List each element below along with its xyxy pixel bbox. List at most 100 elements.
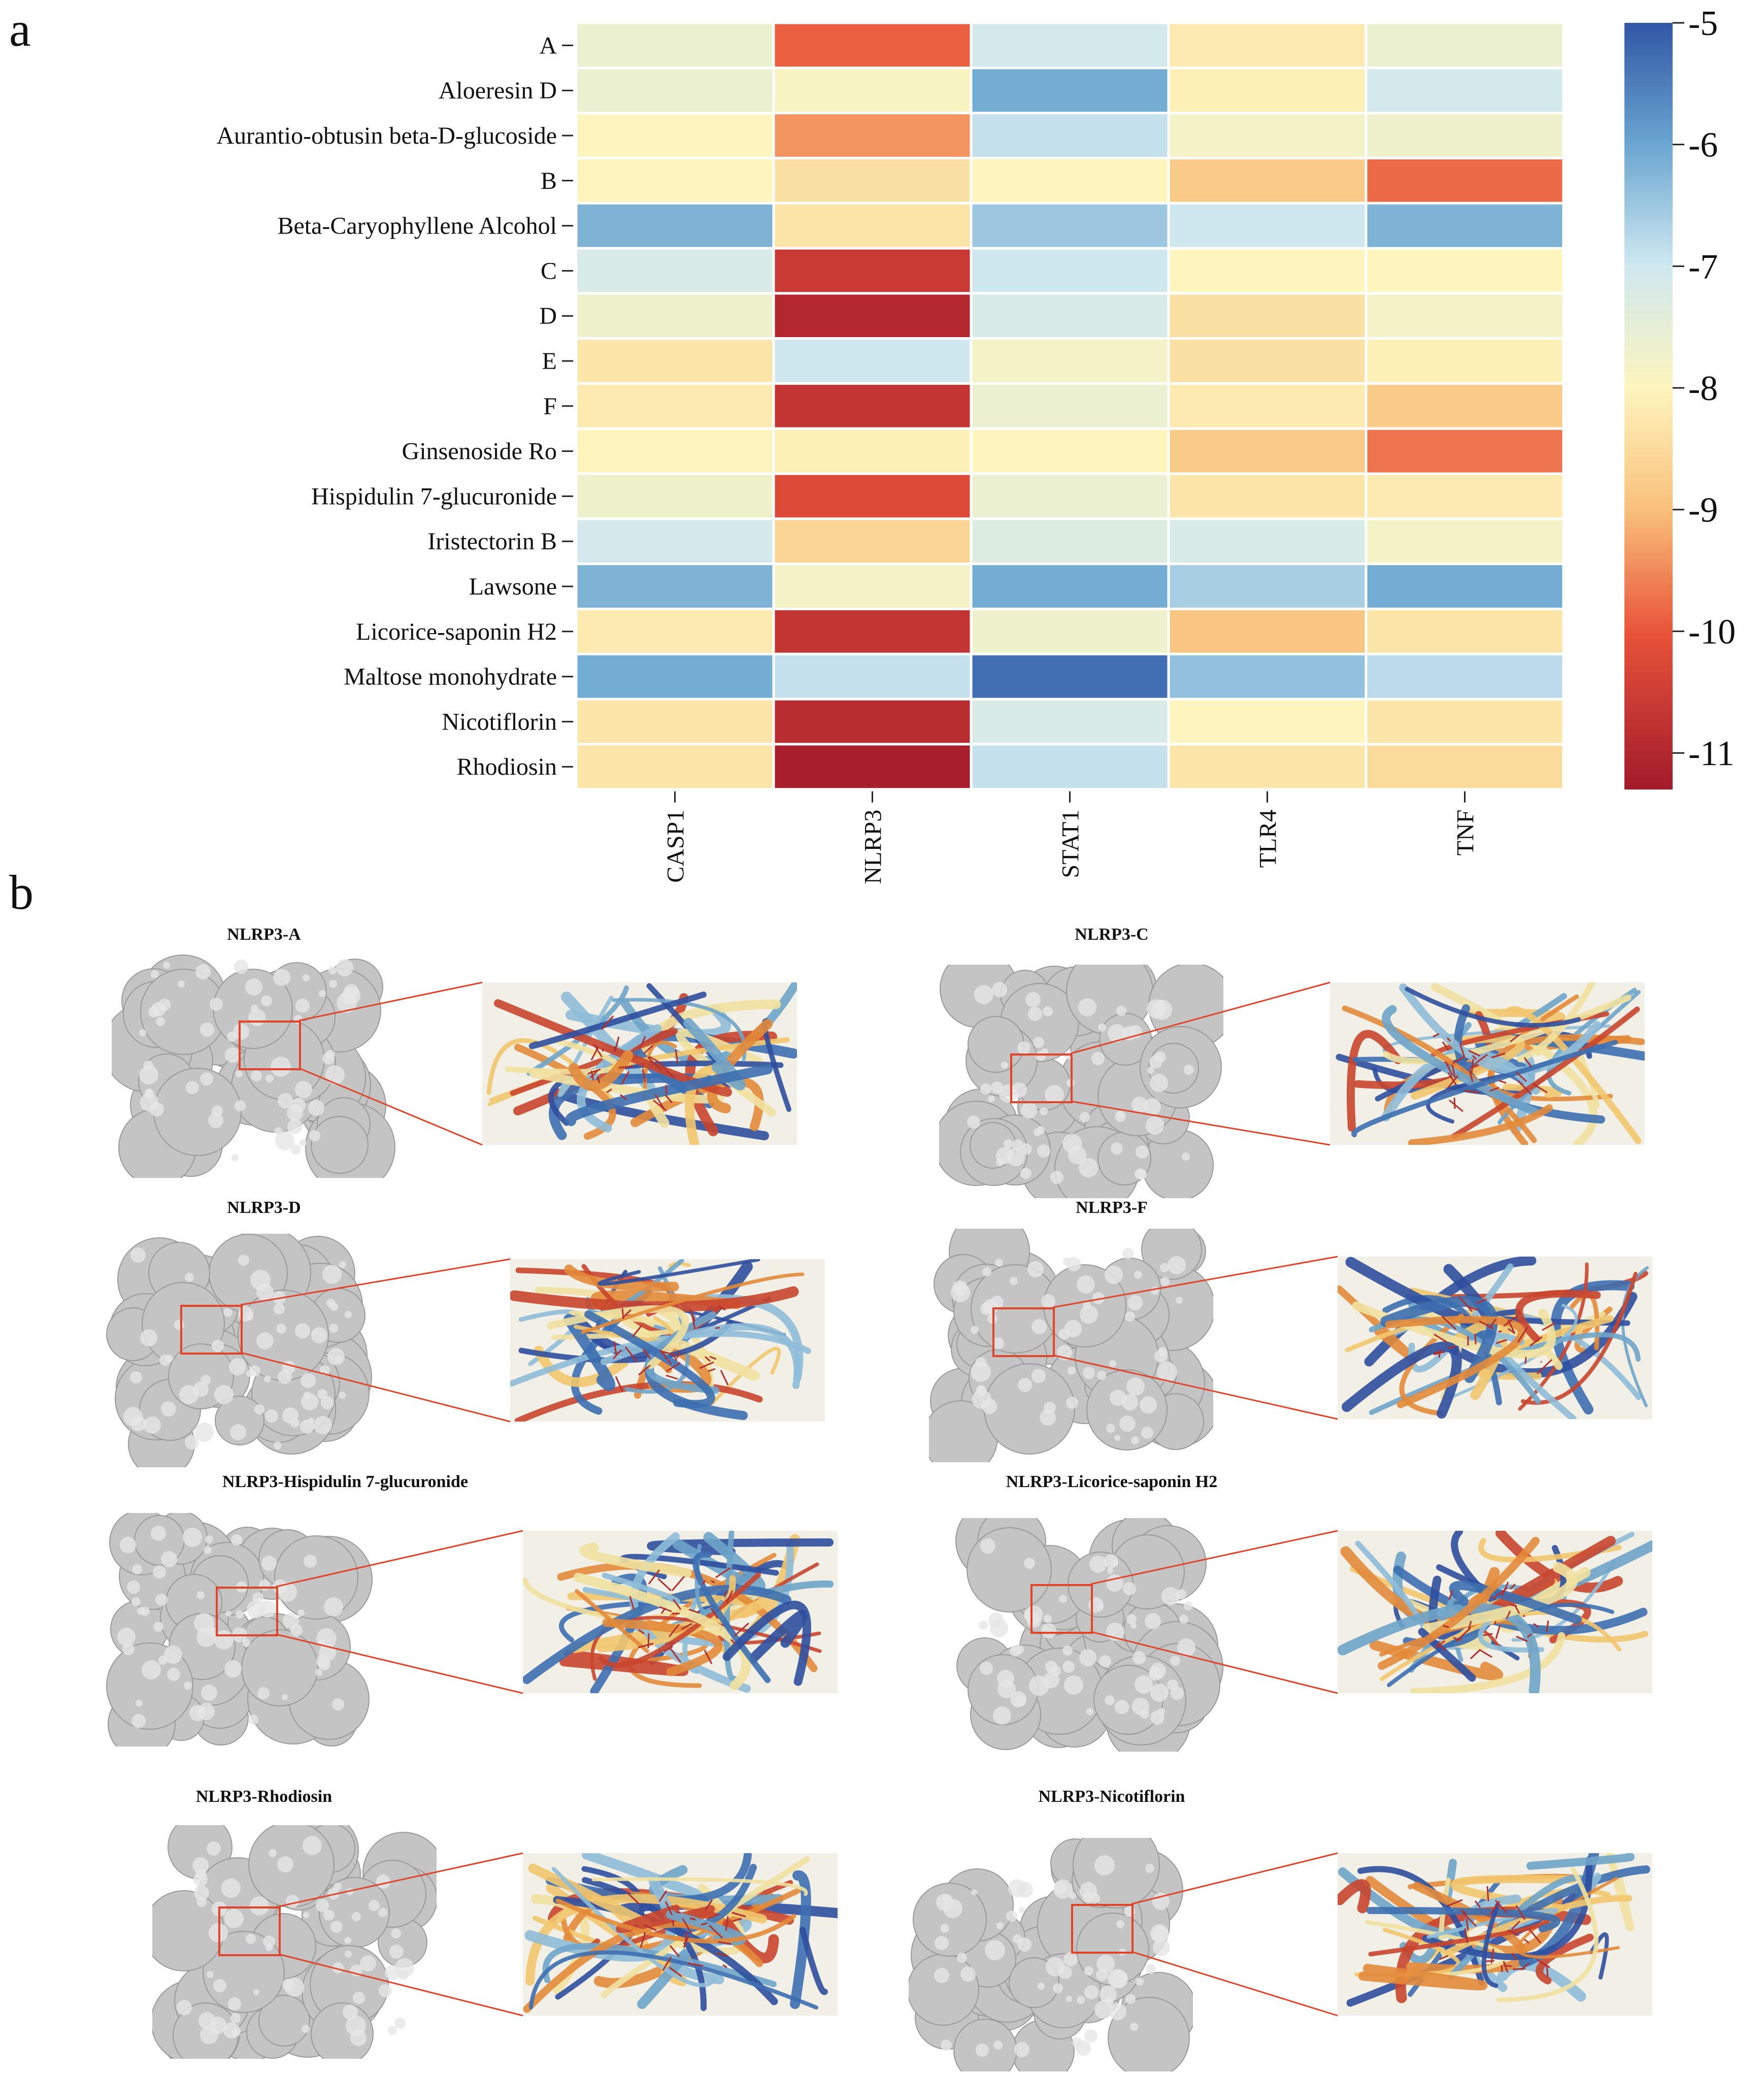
heatmap-cell [772,472,973,520]
heatmap-cell [1167,292,1368,340]
heatmap-cell [970,607,1170,655]
heatmap-cell [1364,652,1565,701]
heatmap-cell [970,247,1170,295]
row-label: D [539,303,557,330]
heatmap-cell [772,743,973,791]
heatmap-cell [970,427,1170,475]
docking-title: NLRP3-Licorice-saponin H2 [1006,1472,1218,1491]
binding-site-zoom-image [510,1259,825,1422]
binding-site-box [180,1305,243,1355]
heatmap-cell [1167,337,1368,385]
heatmap-cell [1167,517,1368,566]
heatmap-cell [1364,427,1565,475]
heatmap-cell [1364,382,1565,430]
protein-surface-image [934,948,1235,1211]
heatmap-cell [1167,427,1368,475]
row-label: Beta-Caryophyllene Alcohol [277,213,557,240]
heatmap-cell [970,202,1170,250]
binding-site-box [1071,1904,1134,1954]
heatmap-cell [575,382,775,430]
row-label: B [541,168,557,194]
protein-surface-image [143,1813,445,2071]
heatmap-cell [1167,743,1368,791]
heatmap-cell [575,202,775,250]
binding-site-zoom-image [523,1853,838,2016]
heatmap-cell [970,472,1170,520]
heatmap-cell [1364,337,1565,385]
row-label: Rhodiosin [457,753,557,780]
heatmap-cell [1167,382,1368,430]
column-label: TLR4 [1255,810,1282,868]
heatmap-cell [772,652,973,701]
heatmap-cell [1167,21,1368,70]
heatmap-cell [772,67,973,115]
heatmap-cell [772,247,973,295]
heatmap-cell [970,21,1170,70]
docking-title: NLRP3-Rhodiosin [195,1787,332,1806]
heatmap-cell [1364,156,1565,205]
binding-site-zoom-image [1330,982,1645,1145]
heatmap-cell [772,607,973,655]
heatmap-cell [1364,67,1565,115]
heatmap-cell [970,156,1170,205]
docking-title: NLRP3-A [227,925,301,944]
docking-title: NLRP3-F [1076,1198,1148,1217]
docking-title: NLRP3-Nicotiflorin [1038,1787,1185,1806]
row-label: Nicotiflorin [442,708,557,735]
heatmap-cell [772,337,973,385]
binding-site-box [218,1906,281,1956]
docking-title: NLRP3-Hispidulin 7-glucuronide [222,1472,468,1491]
protein-surface-image [939,1501,1223,1763]
heatmap-cell [575,427,775,475]
heatmap-cell [1364,112,1565,159]
row-label: Lawsone [469,573,557,600]
heatmap-cell [772,382,973,430]
heatmap-cell [1167,472,1368,520]
binding-site-zoom-image [482,982,797,1145]
heatmap-cell [1364,563,1565,610]
row-label: Maltose monohydrate [344,664,557,690]
binding-site-box [992,1307,1055,1357]
row-label: Ginsenoside Ro [402,438,557,465]
heatmap-cell [1167,247,1368,295]
heatmap-cell [575,607,775,655]
heatmap-cell [970,698,1170,746]
row-label: C [541,257,557,284]
heatmap-cell [575,472,775,520]
column-label: NLRP3 [860,810,887,884]
binding-site-zoom-image [1338,1531,1652,1693]
protein-surface-image [907,1821,1197,2074]
heatmap-cell [1364,247,1565,295]
row-label: A [539,32,557,59]
heatmap-cell [1167,698,1368,746]
docking-title: NLRP3-C [1075,925,1149,944]
heatmap-cell [772,292,973,340]
colorbar-label: -10 [1688,612,1736,651]
heatmap-cell [575,21,775,70]
row-label: F [543,393,557,420]
heatmap-cell [772,698,973,746]
heatmap-cell [1167,156,1368,205]
heatmap-cell [970,382,1170,430]
heatmap-cell [1364,472,1565,520]
heatmap-cell [970,563,1170,610]
heatmap-cell [1167,202,1368,250]
heatmap-cell [575,292,775,340]
heatmap-cell [575,156,775,205]
row-label: Aurantio-obtusin beta-D-glucoside [217,122,557,149]
binding-site-box [1030,1584,1093,1634]
heatmap-cell [575,517,775,566]
row-label: E [542,348,557,375]
heatmap-cell [772,563,973,610]
heatmap-cell [772,156,973,205]
colorbar-label: -7 [1688,247,1718,286]
protein-surface-image [923,1211,1220,1475]
heatmap-cell [1364,743,1565,791]
heatmap-cell [970,292,1170,340]
colorbar-label: -6 [1688,126,1718,165]
heatmap-cell [575,563,775,610]
heatmap-cell [1167,67,1368,115]
heatmap-cell [575,247,775,295]
row-label: Iristectorin B [427,528,557,555]
colorbar-label: -11 [1688,734,1735,773]
